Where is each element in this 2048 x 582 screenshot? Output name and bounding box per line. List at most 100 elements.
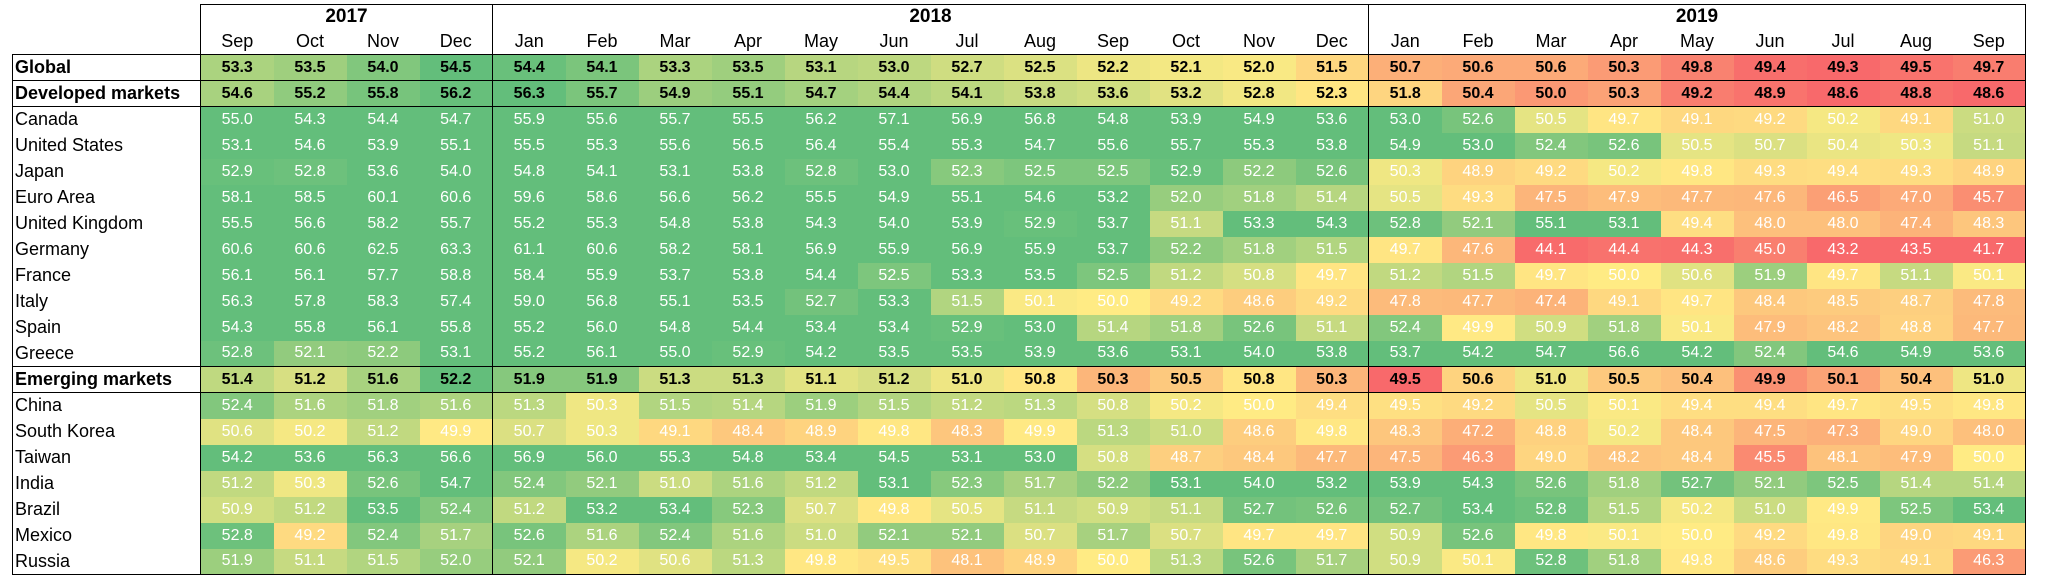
heatmap-cell: 51.7 xyxy=(1295,548,1369,575)
row-label: Greece xyxy=(12,340,201,367)
heatmap-cell: 54.1 xyxy=(930,80,1004,107)
heatmap-cell: 48.3 xyxy=(1952,210,2026,237)
year-header: 2019 xyxy=(1368,4,2026,30)
row-label: Mexico xyxy=(12,522,201,549)
heatmap-cell: 56.6 xyxy=(638,184,712,211)
heatmap-cell: 50.0 xyxy=(1222,392,1296,419)
month-header: Apr xyxy=(1587,29,1661,55)
country-row: Germany 60.6 60.6 62.5 63.3 61.1 60.6 58.2 58.1 5… xyxy=(12,236,2026,263)
heatmap-cell: 53.2 xyxy=(1076,184,1150,211)
heatmap-cell: 53.5 xyxy=(1003,262,1077,289)
heatmap-cell: 54.0 xyxy=(857,210,931,237)
heatmap-cell: 49.7 xyxy=(1587,106,1661,133)
heatmap-cell: 49.2 xyxy=(1295,288,1369,315)
heatmap-cell: 49.1 xyxy=(1660,106,1734,133)
heatmap-cell: 56.6 xyxy=(273,210,347,237)
heatmap-cell: 43.2 xyxy=(1806,236,1880,263)
heatmap-cell: 51.6 xyxy=(273,392,347,419)
heatmap-cell: 49.0 xyxy=(1879,522,1953,549)
month-header: Jul xyxy=(930,29,1004,55)
heatmap-cell: 55.1 xyxy=(638,288,712,315)
heatmap-cell: 48.4 xyxy=(1660,418,1734,445)
heatmap-cell: 60.6 xyxy=(565,236,639,263)
heatmap-cell: 55.9 xyxy=(492,106,566,133)
heatmap-cell: 56.3 xyxy=(346,444,420,471)
heatmap-cell: 54.8 xyxy=(711,444,785,471)
heatmap-cell: 55.1 xyxy=(1514,210,1588,237)
heatmap-cell: 50.0 xyxy=(1952,444,2026,471)
heatmap-cell: 54.7 xyxy=(1003,132,1077,159)
heatmap-cell: 52.7 xyxy=(1660,470,1734,497)
heatmap-cell: 53.7 xyxy=(1368,340,1442,367)
heatmap-cell: 50.2 xyxy=(1149,392,1223,419)
heatmap-cell: 53.3 xyxy=(200,54,274,81)
heatmap-cell: 49.5 xyxy=(1368,366,1442,393)
heatmap-cell: 49.9 xyxy=(1806,496,1880,523)
heatmap-cell: 48.4 xyxy=(1660,444,1734,471)
heatmap-cell: 51.2 xyxy=(930,392,1004,419)
heatmap-cell: 51.0 xyxy=(930,366,1004,393)
heatmap-cell: 55.3 xyxy=(1222,132,1296,159)
heatmap-cell: 53.6 xyxy=(1295,106,1369,133)
heatmap-cell: 50.6 xyxy=(1441,54,1515,81)
heatmap-cell: 52.7 xyxy=(784,288,858,315)
heatmap-cell: 46.5 xyxy=(1806,184,1880,211)
heatmap-cell: 51.8 xyxy=(1222,184,1296,211)
heatmap-cell: 52.4 xyxy=(492,470,566,497)
heatmap-cell: 54.3 xyxy=(273,106,347,133)
heatmap-cell: 47.5 xyxy=(1368,444,1442,471)
heatmap-cell: 52.5 xyxy=(1806,470,1880,497)
heatmap-cell: 51.3 xyxy=(1003,392,1077,419)
row-label: Global xyxy=(12,54,201,81)
heatmap-cell: 51.7 xyxy=(1076,522,1150,549)
heatmap-cell: 52.8 xyxy=(784,158,858,185)
heatmap-cell: 52.2 xyxy=(1076,470,1150,497)
heatmap-cell: 56.8 xyxy=(1003,106,1077,133)
heatmap-cell: 51.3 xyxy=(1149,548,1223,575)
heatmap-cell: 52.7 xyxy=(930,54,1004,81)
heatmap-cell: 52.5 xyxy=(1076,262,1150,289)
heatmap-cell: 53.8 xyxy=(711,210,785,237)
heatmap-cell: 53.3 xyxy=(638,54,712,81)
corner-cell xyxy=(13,5,201,30)
heatmap-cell: 51.9 xyxy=(565,366,639,393)
heatmap-cell: 52.4 xyxy=(200,392,274,419)
heatmap-cell: 56.3 xyxy=(492,80,566,107)
heatmap-cell: 54.2 xyxy=(1441,340,1515,367)
country-row: Mexico 52.8 49.2 52.4 51.7 52.6 51.6 52.4 51.6 51… xyxy=(12,522,2026,549)
heatmap-cell: 50.8 xyxy=(1003,366,1077,393)
heatmap-cell: 52.8 xyxy=(1514,496,1588,523)
heatmap-cell: 52.5 xyxy=(1076,158,1150,185)
heatmap-cell: 48.3 xyxy=(930,418,1004,445)
heatmap-cell: 43.5 xyxy=(1879,236,1953,263)
heatmap-cell: 51.2 xyxy=(857,366,931,393)
row-label: South Korea xyxy=(12,418,201,445)
heatmap-cell: 51.3 xyxy=(638,366,712,393)
heatmap-cell: 48.8 xyxy=(1879,314,1953,341)
heatmap-cell: 51.4 xyxy=(1295,184,1369,211)
heatmap-cell: 58.1 xyxy=(200,184,274,211)
heatmap-cell: 62.5 xyxy=(346,236,420,263)
heatmap-cell: 56.9 xyxy=(930,106,1004,133)
heatmap-cell: 49.7 xyxy=(1514,262,1588,289)
heatmap-cell: 51.0 xyxy=(638,470,712,497)
heatmap-cell: 50.3 xyxy=(1076,366,1150,393)
heatmap-cell: 50.9 xyxy=(1514,314,1588,341)
heatmap-cell: 49.2 xyxy=(1514,158,1588,185)
heatmap-cell: 52.5 xyxy=(1879,496,1953,523)
heatmap-cell: 48.7 xyxy=(1879,288,1953,315)
month-header: Aug xyxy=(1003,29,1077,55)
heatmap-cell: 50.9 xyxy=(1368,548,1442,575)
heatmap-cell: 49.2 xyxy=(273,522,347,549)
heatmap-cell: 55.6 xyxy=(565,106,639,133)
heatmap-cell: 53.5 xyxy=(711,288,785,315)
heatmap-cell: 52.0 xyxy=(1149,184,1223,211)
row-label: Developed markets xyxy=(12,80,201,107)
heatmap-cell: 54.6 xyxy=(200,80,274,107)
heatmap-cell: 45.5 xyxy=(1733,444,1807,471)
heatmap-cell: 53.6 xyxy=(346,158,420,185)
heatmap-cell: 54.5 xyxy=(857,444,931,471)
heatmap-cell: 55.9 xyxy=(565,262,639,289)
heatmap-cell: 52.2 xyxy=(346,340,420,367)
heatmap-cell: 49.8 xyxy=(1806,522,1880,549)
